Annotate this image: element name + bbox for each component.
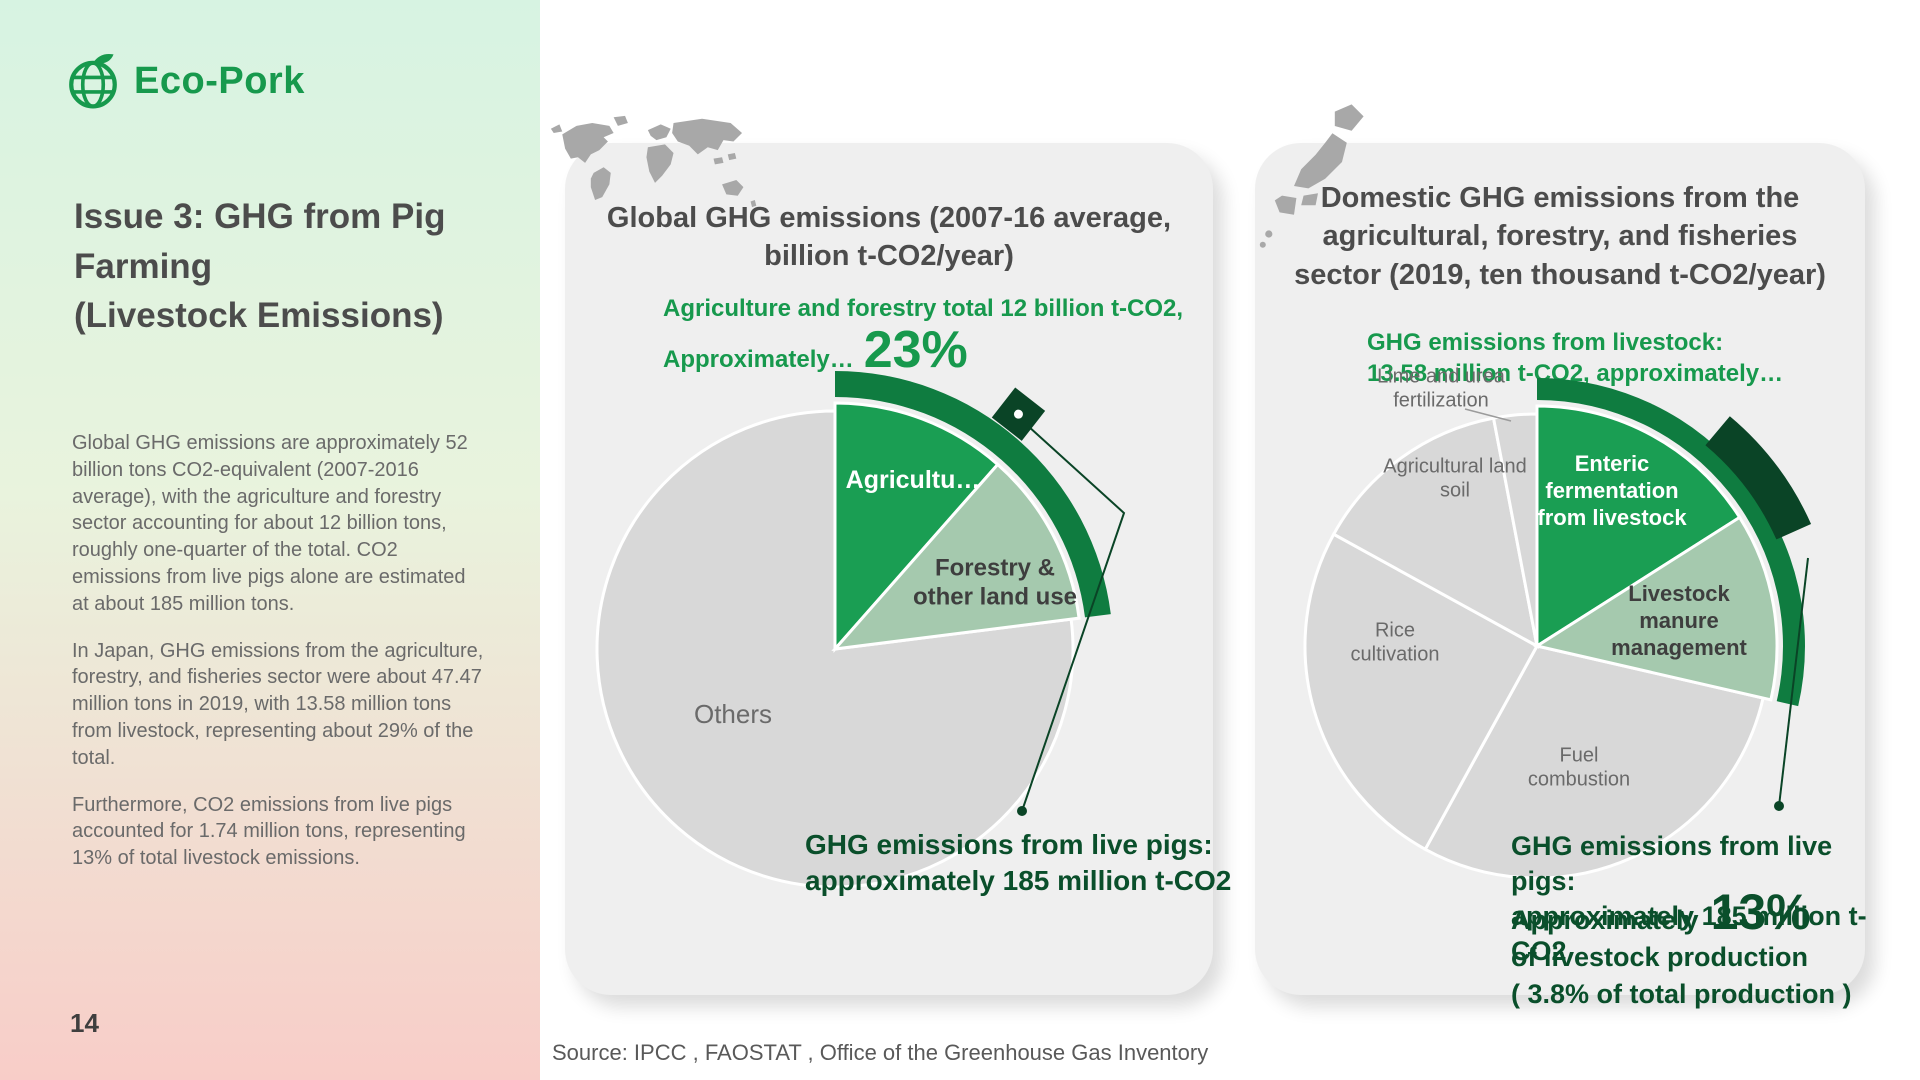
pie-slice	[831, 462, 1081, 651]
pct-line3: ( 3.8% of total production )	[1511, 978, 1852, 1009]
source-note: Source: IPCC , FAOSTAT , Office of the G…	[552, 1040, 1209, 1065]
slice-label-lime-urea: Lime and urea fertilization	[1377, 365, 1505, 412]
global-pie-chart	[595, 371, 1126, 889]
brand-name: Eco-Pork	[134, 59, 305, 102]
global-highlight-lead: Agriculture and forestry total 12 billio…	[663, 295, 1184, 322]
slice-label-agriculture: Agricultu…	[845, 465, 981, 494]
global-panel-title: Global GHG emissions (2007-16 average, b…	[606, 202, 1172, 273]
global-highlight-text: Agriculture and forestry total 12 billio…	[663, 293, 1183, 376]
eco-pork-globe-icon	[69, 53, 117, 109]
annotation-dot	[1774, 801, 1784, 811]
sidebar-body: Global GHG emissions are approximately 5…	[72, 430, 484, 892]
pie-slice	[1303, 532, 1540, 852]
page-number: 14	[70, 1008, 99, 1038]
slide-title: Issue 3: GHG from Pig Farming (Livestock…	[74, 197, 446, 336]
pig-share-arc	[1705, 416, 1812, 540]
pie-slice	[1535, 404, 1742, 649]
annotation-leader-line	[1016, 415, 1126, 812]
sidebar: Eco-Pork Issue 3: GHG from Pig Farming (…	[0, 0, 540, 1080]
sidebar-paragraph-pigs: Furthermore, CO2 emissions from live pig…	[72, 793, 466, 870]
label-leader-line	[1464, 408, 1512, 422]
pct-value: 13%	[1710, 884, 1811, 940]
global-pig-annotation: GHG emissions from live pigs: approximat…	[805, 829, 1232, 897]
slice-label-others: Others	[693, 699, 773, 730]
global-highlight-percent: 23%	[863, 321, 968, 380]
annotation-leader-line	[1778, 557, 1809, 807]
eco-pork-logo: Eco-Pork	[64, 52, 305, 110]
japan-pig-annotation: GHG emissions from live pigs: approximat…	[1511, 831, 1867, 967]
slice-label-rice-cultivation: Rice cultivation	[1350, 619, 1440, 666]
japan-pie-chart	[1303, 378, 1812, 880]
pie-slice	[1331, 416, 1540, 649]
slice-label-forestry: Forestry & other land use	[912, 554, 1078, 611]
japan-panel-title: Domestic GHG emissions from the agricult…	[1294, 182, 1826, 291]
slice-label-manure-management: Livestock manure management	[1611, 580, 1747, 660]
japan-emissions-panel: Domestic GHG emissions from the agricult…	[1255, 143, 1867, 1009]
highlight-arc	[835, 371, 1111, 618]
sidebar-paragraph-japan: In Japan, GHG emissions from the agricul…	[72, 639, 484, 769]
pie-slice	[833, 401, 1000, 653]
global-highlight-lead2: Approximately…	[663, 346, 854, 374]
livestock-percentage-block: Approximately 13% of livestock productio…	[1511, 887, 1851, 1011]
pct-line2: of livestock production	[1511, 942, 1809, 972]
pie-slice	[1533, 515, 1779, 702]
pct-approximately-label: Approximately	[1511, 905, 1699, 935]
slice-label-fuel-combustion: Fuel combustion	[1527, 744, 1631, 791]
slice-label-enteric-fermentation: Enteric fermentation from livestock	[1537, 450, 1687, 530]
pie-slice	[1423, 644, 1765, 880]
japan-highlight-lead: GHG emissions from livestock:	[1367, 329, 1724, 356]
marker-dot	[1013, 409, 1023, 419]
annotation-dot	[1017, 806, 1027, 816]
global-emissions-panel: Global GHG emissions (2007-16 average, b…	[565, 143, 1231, 995]
sidebar-paragraph-global: Global GHG emissions are approximately 5…	[72, 432, 468, 615]
slice-label-agricultural-land-soil: Agricultural land soil	[1383, 455, 1527, 502]
